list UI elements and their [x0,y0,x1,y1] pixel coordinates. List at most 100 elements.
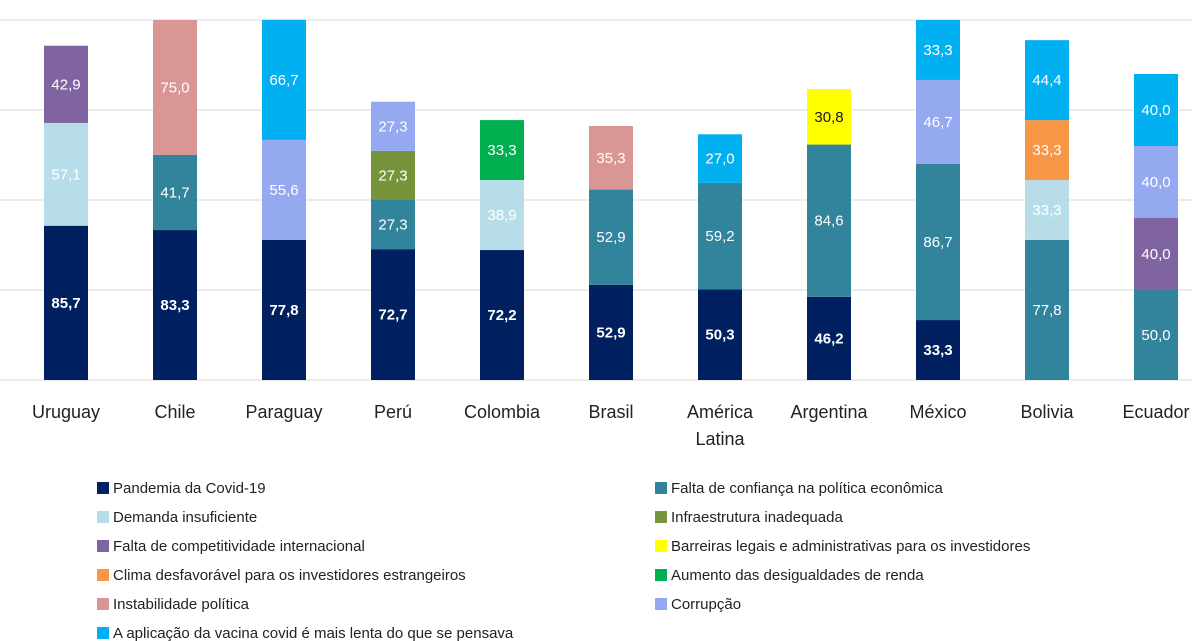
bar-segment [698,289,742,380]
x-tick-label: Chile [154,402,195,422]
legend-swatch [97,569,109,581]
data-label: 42,9 [51,76,80,93]
data-label: 33,3 [1032,202,1061,219]
bar-segment [807,296,851,380]
bar-segment [1025,120,1069,181]
data-label: 52,9 [596,324,625,341]
bar-segment [698,182,742,290]
bar-segment [1134,218,1178,290]
data-label: 33,3 [1032,142,1061,159]
data-label: 72,7 [378,307,407,324]
legend-swatch [655,540,667,552]
bar-segment [916,164,960,321]
data-label: 77,8 [269,302,298,319]
x-tick-label: Paraguay [245,402,322,422]
legend-label: Falta de confiança na política econômica [671,480,943,497]
legend-swatch [97,627,109,639]
data-label: 52,9 [596,229,625,246]
legend-label: Corrupção [671,596,741,613]
legend-swatch [655,569,667,581]
bar-segment [153,230,197,380]
x-tick-label: México [909,402,966,422]
data-label: 59,2 [705,228,734,245]
bar-segment [916,320,960,380]
x-tick-label: Argentina [790,402,868,422]
legend-label: Falta de competitividade internacional [113,538,365,555]
x-tick-label: América Latina [687,402,754,449]
data-label: 40,0 [1141,102,1170,119]
bar-segment [1025,40,1069,121]
x-tick-label: Colombia [464,402,541,422]
x-tick-label: Uruguay [32,402,100,422]
bar-segment [589,284,633,380]
bar-segment [1025,180,1069,240]
bar-segment [1025,239,1069,380]
bar-segment [371,101,415,151]
bar-segment [262,239,306,380]
data-label: 50,0 [1141,327,1170,344]
data-label: 38,9 [487,207,516,224]
data-label: 46,2 [814,330,843,347]
bar-segment [44,122,88,226]
data-label: 27,0 [705,151,734,168]
legend-label: Clima desfavorável para os investidores … [113,567,466,584]
bar-segment [371,200,415,250]
legend-label: Instabilidade política [113,596,250,613]
data-label: 55,6 [269,182,298,199]
data-label: 50,3 [705,327,734,344]
bar-segment [153,155,197,231]
bar-segment [480,250,524,380]
data-label: 33,3 [923,42,952,59]
bar-segment [916,20,960,80]
legend-label: Demanda insuficiente [113,509,257,526]
bar-segment [480,120,524,181]
data-label: 35,3 [596,150,625,167]
bar-segment [698,134,742,183]
bar-segment [807,144,851,297]
legend-swatch [97,511,109,523]
data-label: 66,7 [269,72,298,89]
bar-segment [371,150,415,200]
x-tick-label: Brasil [588,402,633,422]
legend-label: Pandemia da Covid-19 [113,480,266,497]
data-label: 33,3 [923,342,952,359]
bar-segment [807,89,851,145]
data-label: 84,6 [814,213,843,230]
legend-label: A aplicação da vacina covid é mais lenta… [113,625,514,641]
data-label: 86,7 [923,234,952,251]
bar-segment [1134,290,1178,380]
legend-swatch [655,511,667,523]
data-label: 46,7 [923,114,952,131]
legend-swatch [97,540,109,552]
data-label: 85,7 [51,295,80,312]
bar-segment [262,139,306,240]
data-label: 40,0 [1141,174,1170,191]
bar-segment [153,20,197,155]
bar-segment [916,79,960,164]
bar-segment [44,225,88,380]
x-tick-label: Bolivia [1020,402,1074,422]
bar-segment [1134,74,1178,146]
legend-swatch [655,482,667,494]
bar-segment [480,180,524,251]
bar-segment [1134,146,1178,218]
data-label: 83,3 [160,297,189,314]
data-label: 77,8 [1032,302,1061,319]
data-label: 41,7 [160,184,189,201]
legend-label: Infraestrutura inadequada [671,509,843,526]
data-label: 57,1 [51,166,80,183]
legend-swatch [655,598,667,610]
legend-swatch [97,482,109,494]
data-label: 44,4 [1032,72,1061,89]
x-tick-label: Perú [374,402,412,422]
bar-segment [371,249,415,380]
data-label: 33,3 [487,142,516,159]
legend-label: Aumento das desigualdades de renda [671,567,924,584]
data-label: 27,3 [378,167,407,184]
x-tick-label: Ecuador [1122,402,1189,422]
legend-label: Barreiras legais e administrativas para … [671,538,1030,555]
data-label: 75,0 [160,79,189,96]
data-label: 30,8 [814,109,843,126]
data-label: 27,3 [378,217,407,234]
